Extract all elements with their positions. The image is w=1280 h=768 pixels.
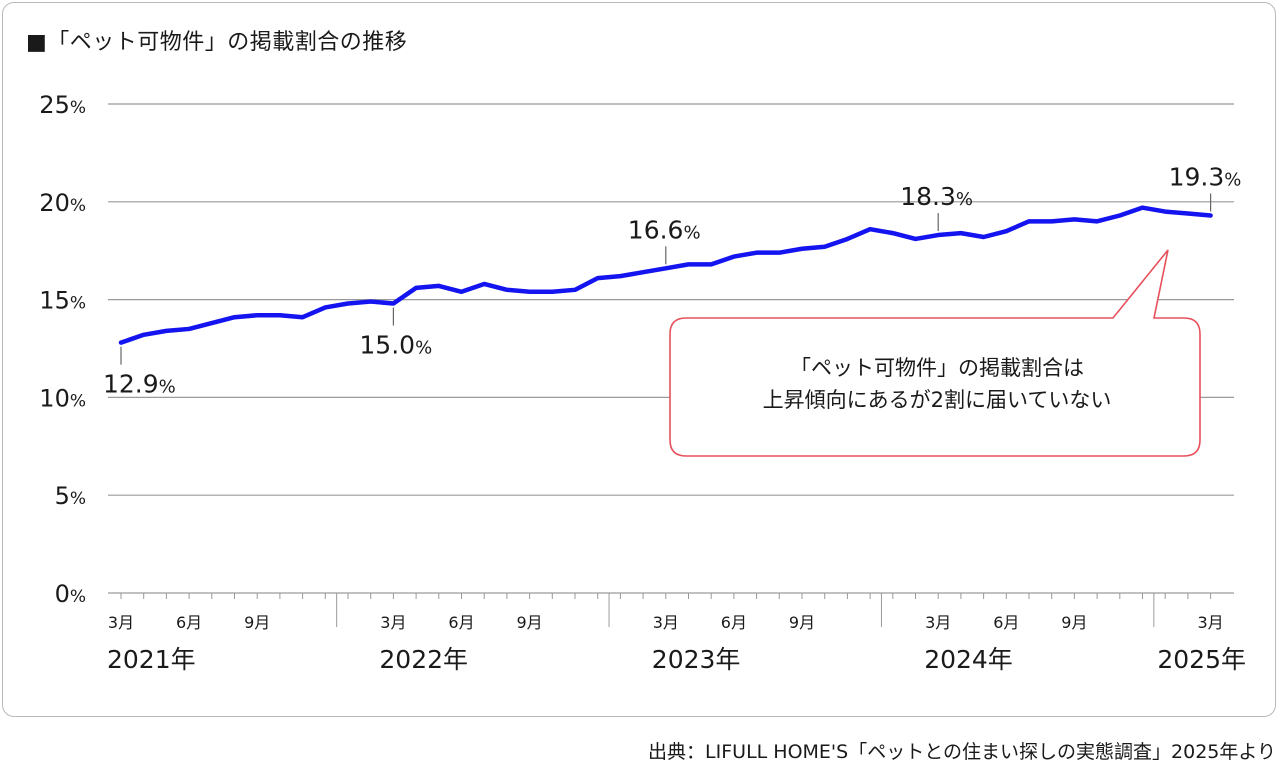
x-tick-label-month: 3月 [653, 613, 679, 632]
callout-line-2: 上昇傾向にあるが2割に届いていない [762, 388, 1112, 412]
x-tick-label-month: 3月 [108, 613, 134, 632]
x-tick-label-month: 3月 [925, 613, 951, 632]
y-tick-label-15: 15% [39, 287, 86, 315]
x-year-label-2025年: 2025年 [1157, 645, 1246, 674]
x-tick-label-month: 9月 [789, 613, 815, 632]
x-year-label-2021年: 2021年 [107, 645, 196, 674]
x-tick-label-month: 9月 [1061, 613, 1087, 632]
y-tick-label-0: 0% [55, 580, 86, 608]
y-tick-label-5: 5% [55, 482, 86, 510]
data-label-16.6: 16.6% [628, 215, 701, 244]
x-tick-label-month: 9月 [244, 613, 270, 632]
callout-bubble [669, 249, 1201, 457]
line-chart: 0% 5% 10% 15% 20% 25% 3月 6月 9月 3月 6月 9月 3月 6月 9月 3月 6月 9月… [39, 91, 1246, 674]
x-tick-label-month: 9月 [517, 613, 543, 632]
callout-text: 「ペット可物件」の掲載割合は 上昇傾向にあるが2割に届いていない [672, 352, 1202, 416]
y-tick-label-20: 20% [39, 189, 86, 217]
x-tick-label-month: 3月 [1198, 613, 1224, 632]
data-label-15.0: 15.0% [359, 331, 432, 360]
data-label-12.9: 12.9% [103, 370, 176, 399]
x-tick-label-month: 3月 [380, 613, 406, 632]
series-line [118, 205, 1213, 345]
x-year-label-2023年: 2023年 [652, 645, 741, 674]
x-tick-label-month: 6月 [448, 613, 474, 632]
y-tick-label-10: 10% [39, 384, 86, 412]
x-year-label-2022年: 2022年 [379, 645, 468, 674]
x-year-label-2024年: 2024年 [924, 645, 1013, 674]
x-tick-label-month: 6月 [993, 613, 1019, 632]
callout-line-1: 「ペット可物件」の掲載割合は [790, 356, 1084, 380]
y-tick-label-25: 25% [39, 91, 86, 119]
x-tick-label-month: 6月 [721, 613, 747, 632]
x-tick-label-month: 6月 [176, 613, 202, 632]
source-note: 出典：LIFULL HOME'S「ペットとの住まい探しの実態調査」2025年より [648, 741, 1276, 763]
data-label-18.3: 18.3% [900, 182, 973, 211]
data-label-19.3: 19.3% [1169, 162, 1242, 191]
chart-title: ■「ペット可物件」の掲載割合の推移 [26, 30, 408, 55]
callout-outline [669, 249, 1201, 457]
